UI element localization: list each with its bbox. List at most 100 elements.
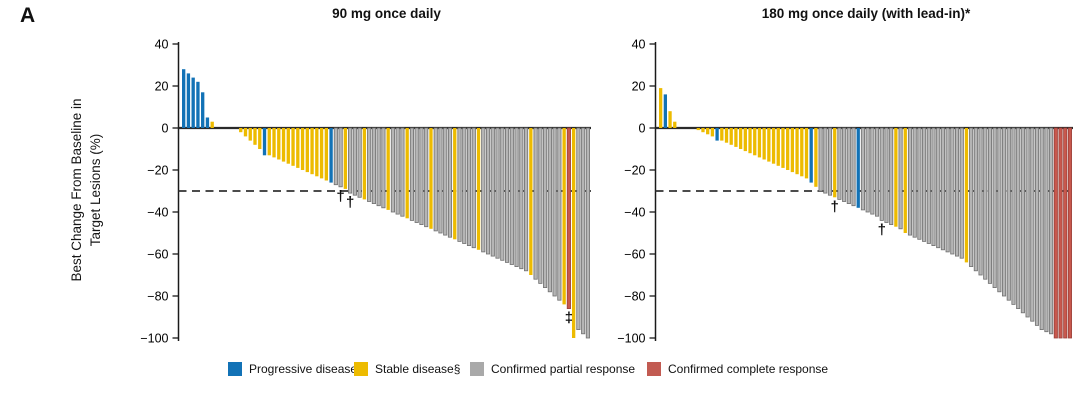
bar-pr [585,127,590,339]
bar-pr [462,127,467,244]
bar-pd [182,69,186,128]
bar-pr [992,127,997,289]
bar-sd [296,128,300,168]
bar-pr [376,127,381,207]
bar-pr [1016,127,1021,310]
bar-pr [978,127,983,276]
bar-sd [310,128,314,175]
bar-sd [724,128,729,143]
bar-pr [860,127,865,211]
bar-sd [800,128,804,177]
y-tick-label: −20 [624,163,645,177]
y-tick-label: 40 [155,37,169,51]
bar-pr [1002,127,1007,297]
bar-sd [253,128,257,145]
bar-cr [566,127,571,310]
bar-cr [1063,127,1068,339]
bar-pr [931,127,936,246]
bar-pr [1039,127,1044,331]
bar-sd [386,128,390,210]
bar-pr [543,127,548,289]
bar-pr [926,127,931,244]
bar-pr [898,127,903,230]
bar-pr [348,127,353,194]
y-tick-label: 20 [155,79,169,93]
bar-pr [1011,127,1016,305]
bar-sd [781,128,785,168]
bar-pr [1025,127,1030,318]
bar-pd [715,128,719,141]
bar-sd [696,128,700,131]
annotation-dagger: † [878,221,886,238]
bar-sd [964,128,969,263]
bar-pr [524,127,529,272]
bar-sd [804,128,809,179]
bar-pr [433,127,438,232]
y-tick-label: 0 [162,121,169,135]
bar-sd [771,128,776,164]
bar-pr [922,127,927,242]
y-axis-label-line1: Best Change From Baseline in [69,98,84,282]
bar-pr [973,127,978,272]
bar-sd [405,128,409,219]
bar-pd [809,128,813,183]
legend-label: Progressive disease [249,362,358,376]
bar-pr [917,127,922,240]
bar-pr [987,127,993,284]
bar-sd [748,128,752,154]
bar-pr [557,127,562,301]
bar-pr [842,127,847,202]
bar-cr [1053,127,1058,339]
legend-item-confirmed-complete-response: Confirmed complete response [647,361,828,377]
bar-pr [500,127,505,261]
y-axis-label-line2: Target Lesions (%) [87,133,103,247]
bar-sd [305,128,309,173]
bar-sd [286,128,290,164]
bar-pr [485,127,491,255]
bar-pr [837,127,842,200]
bar-pr [533,127,538,280]
bar-pr [912,127,917,238]
bar-pr [409,127,415,221]
bar-pr [538,127,543,284]
y-tick-label: −60 [147,247,168,261]
bar-sd [239,128,243,133]
bar-sd [701,128,705,133]
bar-sd [248,128,252,141]
legend-item-progressive-disease: Progressive disease [228,361,357,377]
bar-sd [790,128,795,173]
bar-sd [453,128,457,240]
bar-pr [818,127,823,192]
legend-label: Confirmed complete response [668,362,829,376]
bar-sd [710,128,715,137]
bar-sd [571,128,576,338]
bar-pr [581,127,586,335]
panel-label-a: A [20,4,36,27]
legend-item-confirmed-partial-response: Confirmed partial response [470,361,635,377]
bar-pd [205,117,210,128]
bar-pr [576,127,581,331]
bar-sd [258,128,262,149]
y-tick-label: −100 [617,331,645,345]
bar-sd [476,128,481,250]
bar-pr [997,127,1002,293]
bar-pr [907,127,913,236]
bar-sd [673,121,677,128]
y-tick-label: −40 [624,205,645,219]
bar-sd [324,128,329,181]
bar-pr [333,127,338,186]
bar-pr [481,127,486,253]
bar-sd [315,128,319,177]
y-tick-label: −80 [624,289,645,303]
bar-sd [729,128,733,145]
legend-label: Stable disease§ [375,362,461,376]
annotation-dagger: † [336,188,344,205]
bar-pr [447,127,453,238]
legend-label: Confirmed partial response [491,362,636,376]
bar-pd [186,73,191,128]
y-axis-label: Best Change From Baseline in Target Lesi… [68,20,108,360]
bar-sd [243,128,248,137]
bar-sd [343,128,348,189]
